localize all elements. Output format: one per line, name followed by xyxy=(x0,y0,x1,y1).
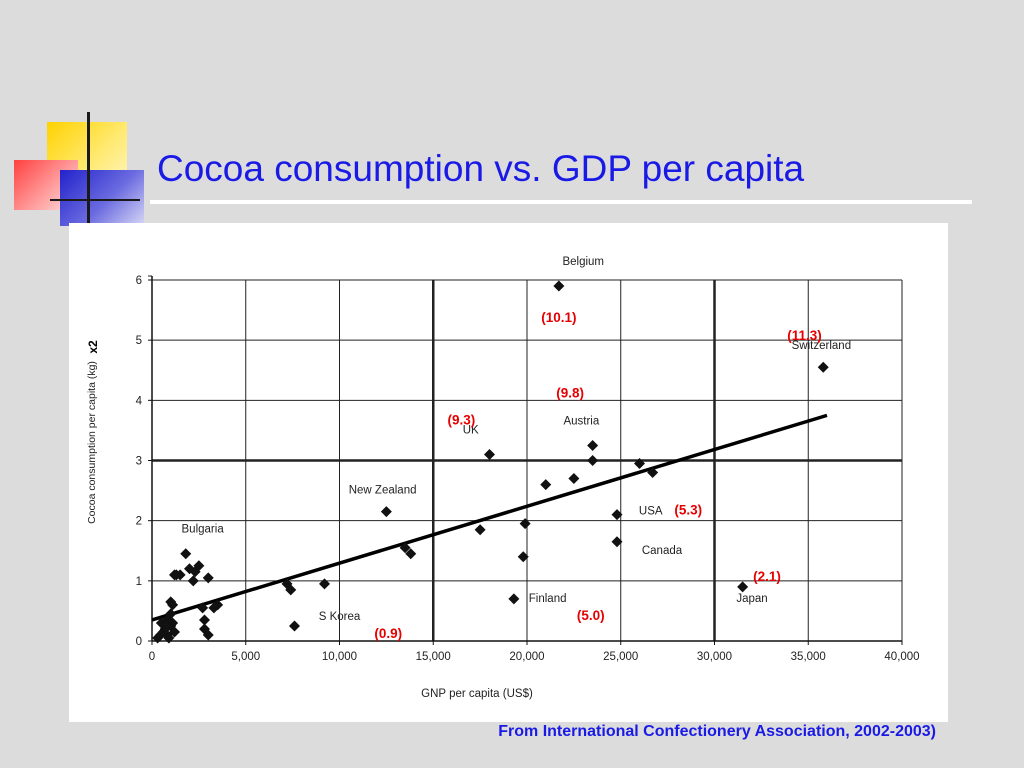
data-point xyxy=(519,518,531,530)
annotation-label: (9.3) xyxy=(447,412,475,427)
data-point xyxy=(508,593,520,605)
annotation-label: (5.3) xyxy=(674,503,702,518)
data-point xyxy=(197,602,209,614)
data-point xyxy=(611,536,623,548)
point-label: S Korea xyxy=(319,611,361,623)
data-point xyxy=(517,551,529,563)
data-point xyxy=(484,448,495,460)
annotation-label: (11.3) xyxy=(787,328,822,343)
data-point xyxy=(611,509,623,521)
y-tick-label: 4 xyxy=(136,395,143,407)
y-tick-label: 5 xyxy=(136,335,142,347)
trend-line xyxy=(151,413,828,622)
annotation-label: (5.0) xyxy=(577,608,605,623)
y-axis-title: Cocoa consumption per capita (kg) xyxy=(86,361,98,524)
slide-title: Cocoa consumption vs. GDP per capita xyxy=(157,148,805,189)
point-label: Switzerland xyxy=(792,340,851,352)
data-point xyxy=(202,572,214,584)
annotation-label: (0.9) xyxy=(374,626,402,641)
point-label: Bulgaria xyxy=(182,524,225,536)
point-label: Canada xyxy=(642,545,683,557)
x-tick-label: 5,000 xyxy=(231,651,260,663)
point-label: New Zealand xyxy=(349,485,417,497)
data-point xyxy=(161,614,173,626)
data-point xyxy=(817,361,829,373)
decor-horizontal-line xyxy=(50,199,140,201)
title-underline xyxy=(150,200,972,204)
data-point xyxy=(212,599,224,611)
data-point xyxy=(289,620,300,632)
data-point xyxy=(165,596,177,608)
scatter-chart: 0 5,000 10,000 15,000 20,000 25,000 30,000 35,0… xyxy=(86,256,920,700)
y-tick-label: 3 xyxy=(136,456,142,468)
point-label: USA xyxy=(639,506,663,518)
data-point xyxy=(568,473,580,485)
annotation-label: (10.1) xyxy=(541,310,576,325)
data-point xyxy=(319,578,330,590)
point-label: UK xyxy=(463,424,479,436)
x-tick-label: 30,000 xyxy=(697,651,732,663)
annotation-label: (2.1) xyxy=(753,569,781,584)
data-point xyxy=(634,458,645,470)
data-point xyxy=(193,560,205,572)
decor-blue-square xyxy=(60,170,144,226)
data-point xyxy=(165,608,177,620)
y-tick-label: 6 xyxy=(136,275,142,287)
x-axis-title: GNP per capita (US$) xyxy=(421,688,533,700)
data-point xyxy=(174,569,186,581)
data-point xyxy=(587,455,599,466)
y-tick-label: 2 xyxy=(136,516,142,528)
data-point xyxy=(187,575,199,587)
x-tick-label: 0 xyxy=(149,651,155,663)
data-point xyxy=(587,439,599,451)
chart-panel: 0 5,000 10,000 15,000 20,000 25,000 30,000 35,0… xyxy=(69,223,948,722)
y-tick-label: 0 xyxy=(136,636,142,648)
data-point xyxy=(285,584,297,596)
data-point xyxy=(405,548,417,560)
data-point xyxy=(647,467,659,479)
data-point xyxy=(399,542,411,554)
x-tick-label: 20,000 xyxy=(509,651,544,663)
x-tick-label: 35,000 xyxy=(791,651,826,663)
point-label: Finland xyxy=(529,593,567,605)
x-tick-label: 10,000 xyxy=(322,651,357,663)
data-point xyxy=(737,581,749,593)
x-tick-label: 15,000 xyxy=(416,651,451,663)
point-label: Japan xyxy=(736,593,767,605)
source-citation: From International Confectionery Associa… xyxy=(498,723,936,740)
y-tick-label: 1 xyxy=(136,576,142,588)
data-point xyxy=(199,614,210,626)
data-point xyxy=(553,280,565,292)
data-point xyxy=(163,632,175,644)
annotation-label: (9.8) xyxy=(556,385,584,400)
data-point xyxy=(180,548,192,560)
y-axis-note: x2 xyxy=(86,340,100,354)
data-point xyxy=(540,479,552,491)
x-tick-label: 40,000 xyxy=(884,651,919,663)
data-point xyxy=(169,626,180,638)
x-tick-label: 25,000 xyxy=(603,651,638,663)
decor-vertical-line xyxy=(87,112,90,227)
point-label: Belgium xyxy=(562,256,604,268)
data-point xyxy=(474,524,486,536)
point-label: Austria xyxy=(563,415,599,427)
data-point xyxy=(380,506,392,518)
data-point xyxy=(202,629,214,641)
